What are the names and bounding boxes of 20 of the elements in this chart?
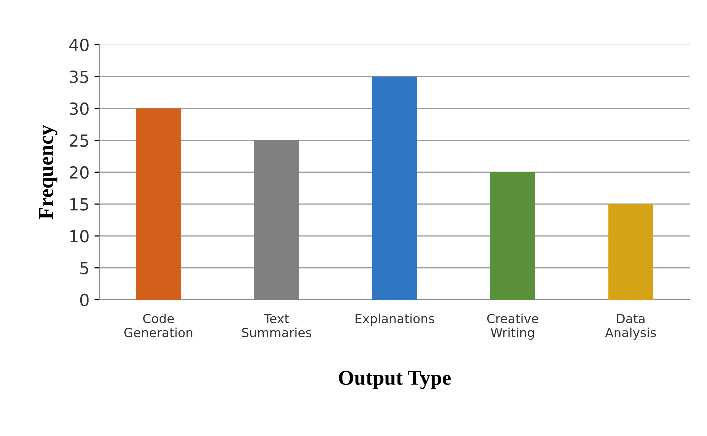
x-tick-label: Explanations (356, 314, 434, 326)
y-tick-label: 20 (70, 166, 89, 180)
y-tick-label: 15 (70, 198, 89, 211)
bar (372, 76, 418, 300)
x-tick-label: Code Generation (124, 314, 193, 338)
y-tick-label: 5 (80, 262, 89, 275)
y-axis-title: Frequency (40, 125, 58, 220)
y-tick-label: 0 (80, 294, 89, 307)
bar (608, 204, 654, 300)
bar (490, 172, 536, 300)
y-tick-label: 40 (70, 38, 89, 52)
y-tick-label: 10 (70, 230, 89, 243)
x-tick-label: Creative Writing (487, 314, 538, 340)
y-tick-label: 25 (70, 134, 89, 148)
bar (136, 108, 182, 300)
y-tick-label: 30 (70, 102, 89, 116)
x-tick-label: Text Summaries (242, 314, 312, 338)
x-tick-label: Data Analysis (605, 314, 656, 340)
y-tick-label: 35 (70, 70, 89, 84)
x-axis-title: Output Type (339, 371, 451, 390)
